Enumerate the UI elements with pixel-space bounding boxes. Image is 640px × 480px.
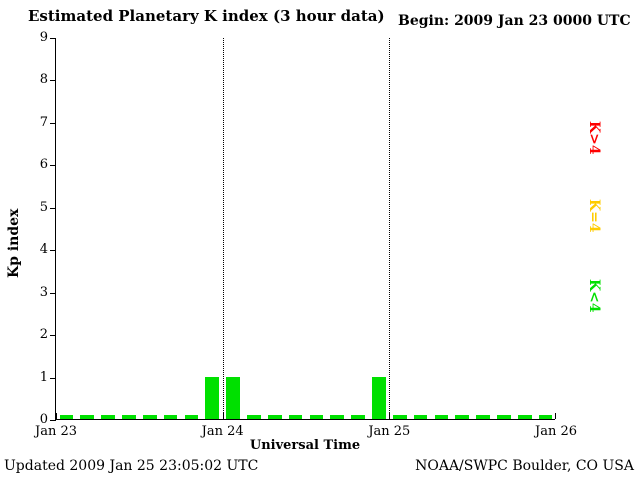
footer-updated-timestamp: Updated 2009 Jan 25 23:05:02 UTC (4, 458, 259, 474)
y-tick-label: 7 (39, 114, 48, 130)
kp-bar-10 (267, 415, 282, 419)
y-tick-label: 9 (39, 30, 48, 45)
y-tick-mark (50, 377, 56, 379)
kp-bar-19 (455, 415, 470, 419)
y-tick-mark (50, 80, 56, 82)
kp-bar-1 (80, 415, 95, 419)
kp-bar-5 (163, 415, 178, 419)
y-tick-mark (50, 122, 56, 124)
x-tick-label: Jan 23 (34, 424, 77, 439)
y-tick-label: 0 (39, 412, 48, 427)
kp-bar-8 (226, 376, 240, 419)
y-tick-label: 8 (39, 72, 48, 88)
plot-area: Jan 23 Jan 24 Jan 25 Jan 26 0 1 2 3 4 5 6 7 8 9 (35, 30, 577, 439)
y-tick-label: 4 (39, 242, 48, 258)
x-tick-mark (56, 413, 57, 419)
kp-bar-4 (142, 415, 157, 419)
kp-bar-15 (372, 376, 386, 419)
y-tick-mark (50, 250, 56, 252)
kp-bar-0 (59, 415, 74, 419)
kp-bar-21 (497, 415, 511, 419)
y-tick-mark (50, 207, 56, 209)
kp-bar-14 (351, 415, 365, 419)
x-tick-mark (389, 413, 391, 419)
kp-bar-16 (392, 415, 407, 419)
y-tick-mark (50, 335, 56, 337)
legend-k-gt-4: K>4 (586, 121, 602, 155)
kp-bar-2 (101, 415, 115, 419)
y-tick-mark (50, 292, 56, 294)
y-tick-label: 6 (39, 157, 48, 173)
kp-bar-6 (184, 415, 199, 419)
y-tick-mark (50, 420, 56, 421)
kp-bar-13 (330, 415, 345, 419)
x-tick-label: Jan 24 (201, 424, 244, 439)
x-tick-label: Jan 26 (534, 424, 577, 439)
y-tick-label: 5 (39, 199, 48, 215)
x-tick-mark (222, 413, 224, 419)
kp-bar-20 (476, 415, 490, 419)
legend-k-eq-4: K=4 (586, 199, 602, 233)
kp-bar-12 (309, 415, 324, 419)
y-tick-label: 2 (39, 327, 48, 343)
x-axis-label: Universal Time (249, 438, 361, 453)
kp-bar-18 (434, 415, 449, 419)
chart-title: Estimated Planetary K index (3 hour data… (28, 7, 385, 25)
y-tick-mark (50, 38, 56, 39)
y-tick-mark (50, 165, 56, 167)
kp-bar-23 (538, 415, 553, 419)
kp-bar-11 (288, 415, 303, 419)
kp-bar-22 (517, 415, 532, 419)
x-tick-label: Jan 25 (368, 424, 411, 439)
kp-bar-3 (122, 415, 136, 419)
kp-bar-9 (247, 415, 261, 419)
footer-source: NOAA/SWPC Boulder, CO USA (415, 458, 634, 474)
legend-k-lt-4: K<4 (586, 279, 602, 313)
kp-bar-7 (205, 376, 220, 419)
day-gridline (389, 38, 391, 419)
y-axis-label: Kp index (6, 208, 22, 278)
y-tick-label: 3 (39, 284, 48, 300)
y-tick-label: 1 (39, 369, 48, 385)
begin-label: Begin: 2009 Jan 23 0000 UTC (398, 13, 631, 29)
day-gridline (222, 38, 224, 419)
x-tick-mark (555, 413, 556, 419)
kp-bar-17 (413, 415, 428, 419)
